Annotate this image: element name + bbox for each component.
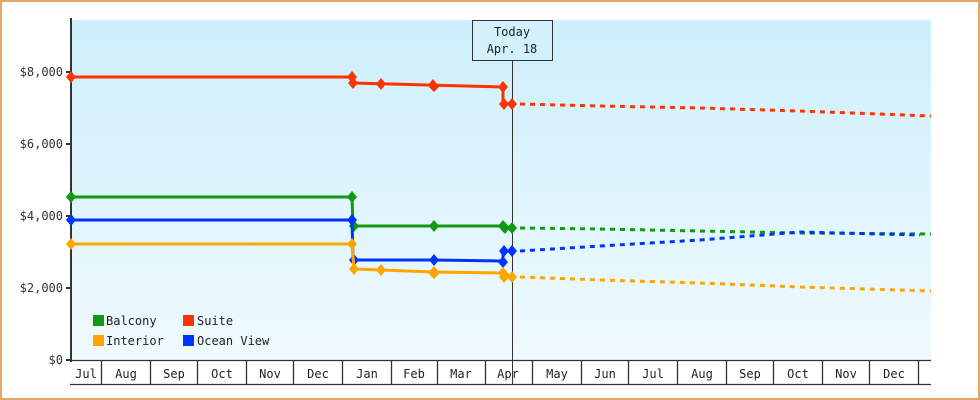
interior-swatch-icon (93, 335, 104, 346)
x-tick-label: Nov (835, 367, 857, 381)
suite-swatch-icon (183, 315, 194, 326)
legend-item-interior[interactable]: Interior (93, 334, 164, 348)
x-tick-label: Mar (450, 367, 472, 381)
legend-label: Interior (106, 334, 164, 348)
series-interior (66, 238, 932, 293)
legend-item-ocean-view[interactable]: Ocean View (183, 334, 270, 348)
x-tick-label: Sep (739, 367, 761, 381)
x-tick-label: Jul (642, 367, 664, 381)
x-tick-label: Apr (497, 367, 519, 381)
x-tick-label: May (546, 367, 568, 381)
x-tick-label: Aug (115, 367, 137, 381)
plot-area (71, 20, 931, 360)
legend-label: Balcony (106, 314, 157, 328)
x-tick-labels: Jul Aug Sep Oct Nov Dec Jan Feb Mar Apr … (75, 367, 905, 381)
today-callout: Today Apr. 18 (472, 20, 553, 61)
x-tick-label: Sep (163, 367, 185, 381)
legend-item-suite[interactable]: Suite (183, 314, 233, 328)
x-tick-label: Oct (211, 367, 233, 381)
legend-item-balcony[interactable]: Balcony (93, 314, 157, 328)
x-tick-label: Nov (259, 367, 281, 381)
x-tick-label: Jan (356, 367, 378, 381)
y-tick-label: $8,000 (20, 65, 63, 79)
legend: Balcony Suite Interior Ocean View (93, 314, 270, 348)
x-tick-label: Aug (691, 367, 713, 381)
x-tick-label: Dec (307, 367, 329, 381)
y-ticks: $0 $2,000 $4,000 $6,000 $8,000 (20, 65, 71, 367)
ocean-view-swatch-icon (183, 335, 194, 346)
y-tick-label: $0 (49, 353, 63, 367)
legend-label: Suite (197, 314, 233, 328)
y-tick-label: $2,000 (20, 281, 63, 295)
today-label: Today (494, 25, 530, 39)
x-tick-label: Jun (594, 367, 616, 381)
x-axis (70, 359, 931, 386)
x-tick-label: Jul (75, 367, 97, 381)
series-ocean-view (66, 214, 921, 268)
today-date: Apr. 18 (487, 42, 538, 56)
y-tick-label: $6,000 (20, 137, 63, 151)
series-suite (66, 71, 932, 118)
x-tick-label: Feb (403, 367, 425, 381)
balcony-swatch-icon (93, 315, 104, 326)
x-tick-label: Dec (883, 367, 905, 381)
legend-label: Ocean View (197, 334, 270, 348)
x-tick-label: Oct (787, 367, 809, 381)
y-tick-label: $4,000 (20, 209, 63, 223)
